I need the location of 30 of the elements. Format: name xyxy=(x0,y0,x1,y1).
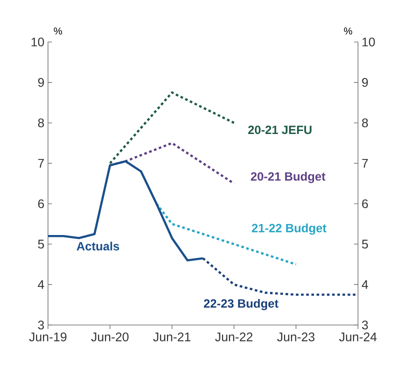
x-tick-label: Jun-21 xyxy=(153,332,190,342)
y-tick-label: 6 xyxy=(38,199,44,208)
y2-tick-label: 8 xyxy=(362,118,368,128)
x-tick-label: Jun-23 xyxy=(277,332,314,342)
line-series xyxy=(46,160,204,262)
x-tick-label: Jun-20 xyxy=(91,332,129,342)
y2-tick-label: 10 xyxy=(362,38,375,46)
x-tick-label: Jun-19 xyxy=(29,332,66,342)
y-tick-label: 3 xyxy=(38,320,44,330)
y-tick-label: 5 xyxy=(38,240,44,248)
y2-axis-title: % xyxy=(344,28,352,34)
y2-tick-label: 9 xyxy=(362,78,368,87)
y-tick-label: 8 xyxy=(38,118,44,128)
y2-tick-label: 7 xyxy=(362,159,368,168)
y2-tick-label: 5 xyxy=(362,240,368,248)
y-tick-label: 7 xyxy=(38,159,44,168)
series-label: 20-21 JEFU xyxy=(248,126,312,134)
y-tick-label: 4 xyxy=(38,280,44,289)
x-tick-label: Jun-24 xyxy=(339,332,377,342)
y-axis-title: % xyxy=(54,28,62,34)
series-label: Actuals xyxy=(76,242,120,250)
series-label: 21-22 Budget xyxy=(252,224,326,235)
x-tick-label: Jun-22 xyxy=(215,332,252,342)
series-label: 20-21 Budget xyxy=(250,172,326,184)
y2-tick-label: 4 xyxy=(362,280,368,289)
y-tick-label: 9 xyxy=(38,78,44,87)
series-label: 22-23 Budget xyxy=(204,298,278,310)
y-tick-label: 10 xyxy=(32,38,44,46)
y2-tick-label: 3 xyxy=(362,320,368,330)
y2-tick-label: 6 xyxy=(362,199,368,208)
